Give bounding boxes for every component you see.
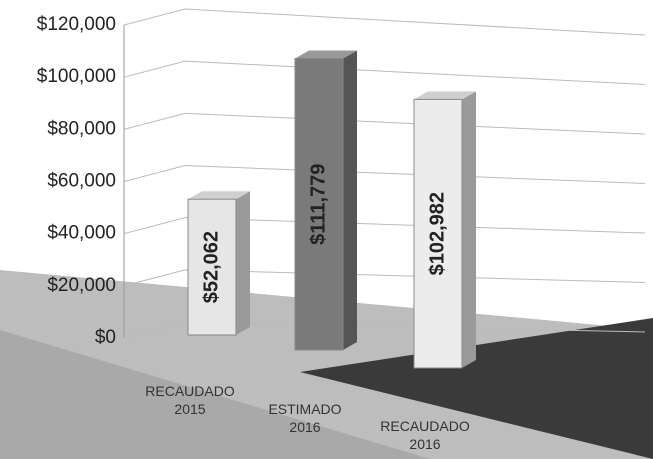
background-shape (0, 330, 430, 459)
x-tick-label: RECAUDADO 2016 (380, 418, 470, 452)
bar-top (188, 191, 250, 200)
grid-line (123, 269, 646, 287)
x-tick-label: RECAUDADO 2015 (145, 383, 235, 417)
bar (294, 57, 344, 351)
bar-side (462, 91, 476, 369)
bar (413, 98, 463, 369)
y-tick-label: $40,000 (47, 223, 116, 244)
background-shape (300, 318, 653, 459)
grid-line (123, 217, 646, 235)
value-label: $102,982 (426, 192, 448, 275)
y-tick-label: $60,000 (47, 171, 116, 192)
y-tick-label: $0 (95, 327, 116, 348)
grid-line (123, 60, 646, 85)
value-label: $52,062 (200, 231, 222, 303)
bar (187, 198, 237, 336)
y-tick-label: $100,000 (37, 66, 116, 87)
value-label: $111,779 (307, 164, 329, 245)
grid-line (123, 8, 646, 36)
y-tick-label: $80,000 (47, 118, 116, 139)
x-tick-label: ESTIMADO 2016 (268, 401, 342, 435)
bar-top (295, 50, 357, 59)
grid-line (123, 321, 646, 339)
y-tick-label: $120,000 (37, 14, 116, 35)
bar-top (414, 91, 476, 100)
bar-side (343, 50, 357, 350)
grid-line (123, 112, 646, 135)
bar-side (236, 191, 250, 335)
grid-line (123, 164, 646, 184)
y-tick-label: $20,000 (47, 275, 116, 296)
